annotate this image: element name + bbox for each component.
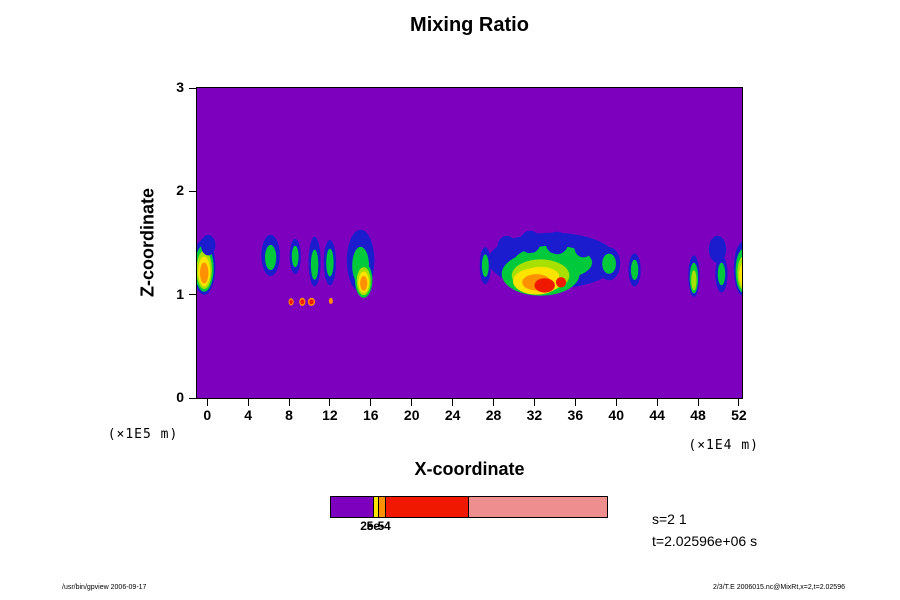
contour-blob xyxy=(545,231,569,255)
footer-source: 2/3/T.E 2006015.nc@MixRt,x=2,t=2.02596 xyxy=(712,584,845,591)
x-tick-label: 52 xyxy=(731,407,747,423)
contour-blob xyxy=(326,248,334,277)
x-tick-mark xyxy=(370,399,372,406)
y-axis-unit: (×1E5 m) xyxy=(107,427,179,442)
contour-blob xyxy=(520,230,541,254)
colorbar-segment xyxy=(467,497,607,517)
plot-area xyxy=(196,87,743,399)
y-axis-label: Z-coordinate xyxy=(137,188,158,298)
contour-blob xyxy=(328,297,333,304)
x-tick-mark xyxy=(247,399,249,406)
contour-blob xyxy=(481,254,489,277)
chart-title: Mixing Ratio xyxy=(410,14,529,36)
colorbar xyxy=(330,496,608,518)
x-tick-label: 32 xyxy=(526,407,543,423)
contour-blob xyxy=(200,262,209,284)
contour-blob xyxy=(310,249,319,280)
annotation-t: t=2.02596e+06 s xyxy=(652,533,758,549)
x-axis-label: X-coordinate xyxy=(414,459,525,479)
x-axis-unit: (×1E4 m) xyxy=(688,438,759,453)
y-tick-label: 0 xyxy=(176,389,184,405)
x-tick-mark xyxy=(206,399,208,406)
x-tick-mark xyxy=(533,399,535,406)
contour-blob xyxy=(201,234,216,256)
y-tick-label: 1 xyxy=(176,285,184,302)
contour-blob xyxy=(265,244,277,271)
contour-blob xyxy=(602,253,616,274)
contour-blob xyxy=(691,270,697,291)
x-tick-label: 44 xyxy=(649,407,665,423)
contour-blob xyxy=(291,245,299,268)
y-tick-label: 2 xyxy=(176,182,184,199)
x-tick-label: 36 xyxy=(567,407,584,423)
y-tick-mark xyxy=(189,397,196,399)
x-tick-mark xyxy=(329,399,331,406)
contour-blob xyxy=(717,262,726,286)
colorbar-segment xyxy=(331,497,373,517)
contour-blob xyxy=(534,278,555,293)
contour-blob xyxy=(574,236,593,258)
y-tick-mark xyxy=(189,87,196,89)
x-tick-mark xyxy=(697,399,699,406)
x-tick-mark xyxy=(615,399,617,406)
colorbar-tick-label: 2e-5 xyxy=(360,519,385,533)
x-tick-label: 12 xyxy=(322,407,338,423)
x-tick-mark xyxy=(411,399,413,406)
colorbar-tick-label: 5e-4 xyxy=(366,519,391,533)
annotation-s: s=2 1 xyxy=(652,511,687,527)
y-tick-label: 3 xyxy=(176,79,184,95)
contour-blob xyxy=(739,264,742,286)
contour-blob xyxy=(289,299,293,305)
contour-svg xyxy=(197,88,742,398)
y-tick-mark xyxy=(189,190,196,192)
contour-blob xyxy=(497,235,516,257)
x-tick-mark xyxy=(656,399,658,406)
x-tick-label: 48 xyxy=(690,407,706,423)
contour-blob xyxy=(630,259,639,280)
x-tick-label: 28 xyxy=(485,407,502,423)
x-tick-label: 40 xyxy=(608,407,624,423)
footer-command: /usr/bin/gpview 2006-09-17 xyxy=(62,584,147,591)
plot-background xyxy=(197,88,742,398)
x-tick-label: 8 xyxy=(285,407,293,423)
contour-blob xyxy=(360,276,368,291)
x-tick-mark xyxy=(574,399,576,406)
x-tick-label: 4 xyxy=(244,407,253,423)
colorbar-segment xyxy=(372,497,378,517)
x-tick-label: 20 xyxy=(403,407,420,423)
x-tick-label: 0 xyxy=(203,407,212,423)
x-tick-label: 16 xyxy=(363,407,379,423)
contour-blob xyxy=(309,299,314,305)
x-tick-mark xyxy=(493,399,495,406)
x-tick-mark xyxy=(452,399,454,406)
contour-blob xyxy=(300,299,305,305)
x-tick-mark xyxy=(738,399,740,406)
x-tick-mark xyxy=(288,399,290,406)
x-tick-label: 24 xyxy=(444,407,461,423)
y-tick-mark xyxy=(189,294,196,296)
colorbar-segment xyxy=(385,497,468,517)
contour-blob xyxy=(555,277,567,288)
colorbar-segment xyxy=(377,497,386,517)
